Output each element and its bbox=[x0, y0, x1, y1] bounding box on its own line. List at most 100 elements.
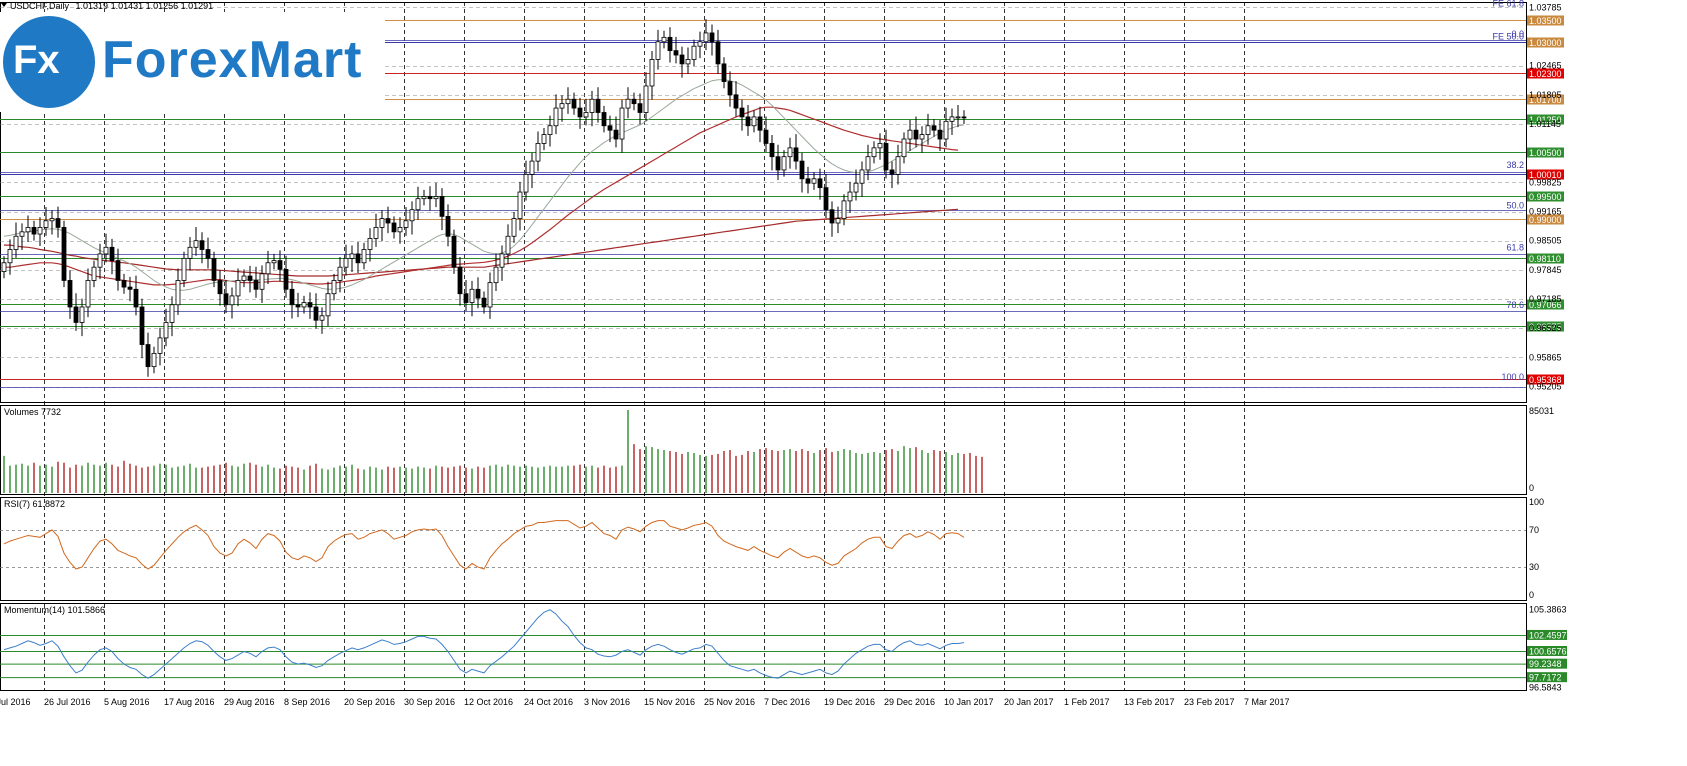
candle bbox=[565, 87, 571, 114]
sma-slow-line bbox=[4, 208, 959, 277]
candle-body bbox=[79, 306, 85, 323]
candle bbox=[865, 144, 871, 181]
candle bbox=[25, 215, 31, 242]
symbol-timeframe: USDCHF,Daily bbox=[10, 1, 70, 11]
candle-body bbox=[127, 286, 133, 290]
candle-body bbox=[715, 41, 721, 65]
candle bbox=[763, 116, 769, 152]
candle bbox=[859, 161, 865, 197]
candle-body bbox=[43, 220, 49, 228]
price-tick-label: 0.97185 bbox=[1529, 294, 1562, 304]
date-tick-label: 13 Feb 2017 bbox=[1124, 697, 1175, 707]
candle-body bbox=[655, 41, 661, 60]
level-price-label: 1.00010 bbox=[1529, 170, 1562, 180]
candle-body bbox=[871, 147, 877, 158]
indicator-panes: Volumes 7732 85031 0 RSI(7) 61.8872 100 70 30 0… bbox=[0, 406, 1567, 693]
candle bbox=[379, 210, 385, 242]
candle bbox=[541, 127, 547, 151]
candle bbox=[913, 116, 919, 148]
candle bbox=[817, 168, 823, 200]
candle-body bbox=[673, 50, 679, 56]
candle bbox=[97, 243, 103, 280]
candle bbox=[121, 273, 127, 294]
candle-body bbox=[571, 98, 577, 109]
price-tick-label: 1.02465 bbox=[1529, 61, 1562, 71]
candle bbox=[841, 194, 847, 226]
candle bbox=[187, 237, 193, 271]
candle bbox=[181, 251, 187, 288]
candle-body bbox=[895, 156, 901, 175]
candle-body bbox=[523, 173, 529, 193]
candle-body bbox=[847, 191, 853, 202]
candle-body bbox=[445, 215, 451, 237]
candle bbox=[133, 275, 139, 316]
date-tick-label: 8 Sep 2016 bbox=[284, 697, 330, 707]
momentum-axis-label: 100.6576 bbox=[1529, 646, 1567, 656]
candle bbox=[139, 298, 145, 359]
candle-body bbox=[391, 222, 397, 233]
candle-body bbox=[109, 246, 115, 261]
candle-body bbox=[451, 235, 457, 268]
price-tick-label: 0.98505 bbox=[1529, 236, 1562, 246]
candle-body bbox=[841, 200, 847, 219]
candle-body bbox=[691, 45, 697, 60]
candle-body bbox=[211, 257, 217, 281]
candle-body bbox=[325, 293, 331, 317]
candle bbox=[373, 213, 379, 247]
candle bbox=[901, 132, 907, 164]
candle bbox=[571, 92, 577, 115]
candle-body bbox=[547, 125, 553, 135]
candle bbox=[469, 280, 475, 317]
candle bbox=[391, 216, 397, 239]
level-price-label: 1.03500 bbox=[1529, 16, 1562, 26]
candle-body bbox=[19, 231, 25, 237]
candle-body bbox=[307, 302, 313, 308]
candle bbox=[289, 280, 295, 319]
candle bbox=[259, 265, 265, 303]
candle-body bbox=[499, 253, 505, 268]
date-tick-label: 19 Dec 2016 bbox=[824, 697, 875, 707]
candle bbox=[607, 115, 613, 143]
candle bbox=[577, 97, 583, 129]
candle-body bbox=[703, 32, 709, 43]
grid-lines bbox=[0, 2, 1527, 691]
candle bbox=[193, 226, 199, 256]
chart-menu-icon[interactable] bbox=[1, 3, 7, 7]
rsi-axis-label: 100 bbox=[1529, 497, 1544, 507]
candle-body bbox=[103, 246, 109, 255]
candle bbox=[307, 292, 313, 319]
candle-body bbox=[679, 54, 685, 65]
candle-body bbox=[67, 280, 73, 308]
candle bbox=[475, 277, 481, 309]
candle-body bbox=[157, 337, 163, 354]
candle bbox=[667, 27, 673, 63]
candle bbox=[595, 87, 601, 123]
date-tick-label: 30 Sep 2016 bbox=[404, 697, 455, 707]
candle-body bbox=[427, 196, 433, 200]
candle bbox=[685, 47, 691, 75]
date-tick-label: 29 Dec 2016 bbox=[884, 697, 935, 707]
price-axis: 1.03785 1.02465 1.01805 1.01145 0.99825 0.991… bbox=[1529, 2, 1562, 391]
pane-frame bbox=[0, 497, 1527, 601]
candle-body bbox=[859, 169, 865, 184]
candle bbox=[931, 119, 937, 137]
candle bbox=[283, 255, 289, 298]
sma-mid-line bbox=[4, 106, 959, 286]
candle-body bbox=[505, 235, 511, 255]
candle-body bbox=[385, 218, 391, 224]
level-price-label: 1.01700 bbox=[1529, 95, 1562, 105]
candle bbox=[67, 270, 73, 319]
candle-body bbox=[289, 288, 295, 306]
price-tick-label: 0.96525 bbox=[1529, 323, 1562, 333]
candle-body bbox=[487, 282, 493, 308]
candle-body bbox=[25, 227, 31, 233]
candle bbox=[781, 150, 787, 177]
candle-body bbox=[823, 187, 829, 211]
candle bbox=[505, 224, 511, 265]
candle-body bbox=[853, 182, 859, 193]
candle bbox=[247, 265, 253, 293]
candle bbox=[103, 233, 109, 263]
fib-label: 100.0 bbox=[1501, 372, 1524, 382]
candle bbox=[19, 223, 25, 250]
rsi-axis-label: 0 bbox=[1529, 590, 1534, 600]
